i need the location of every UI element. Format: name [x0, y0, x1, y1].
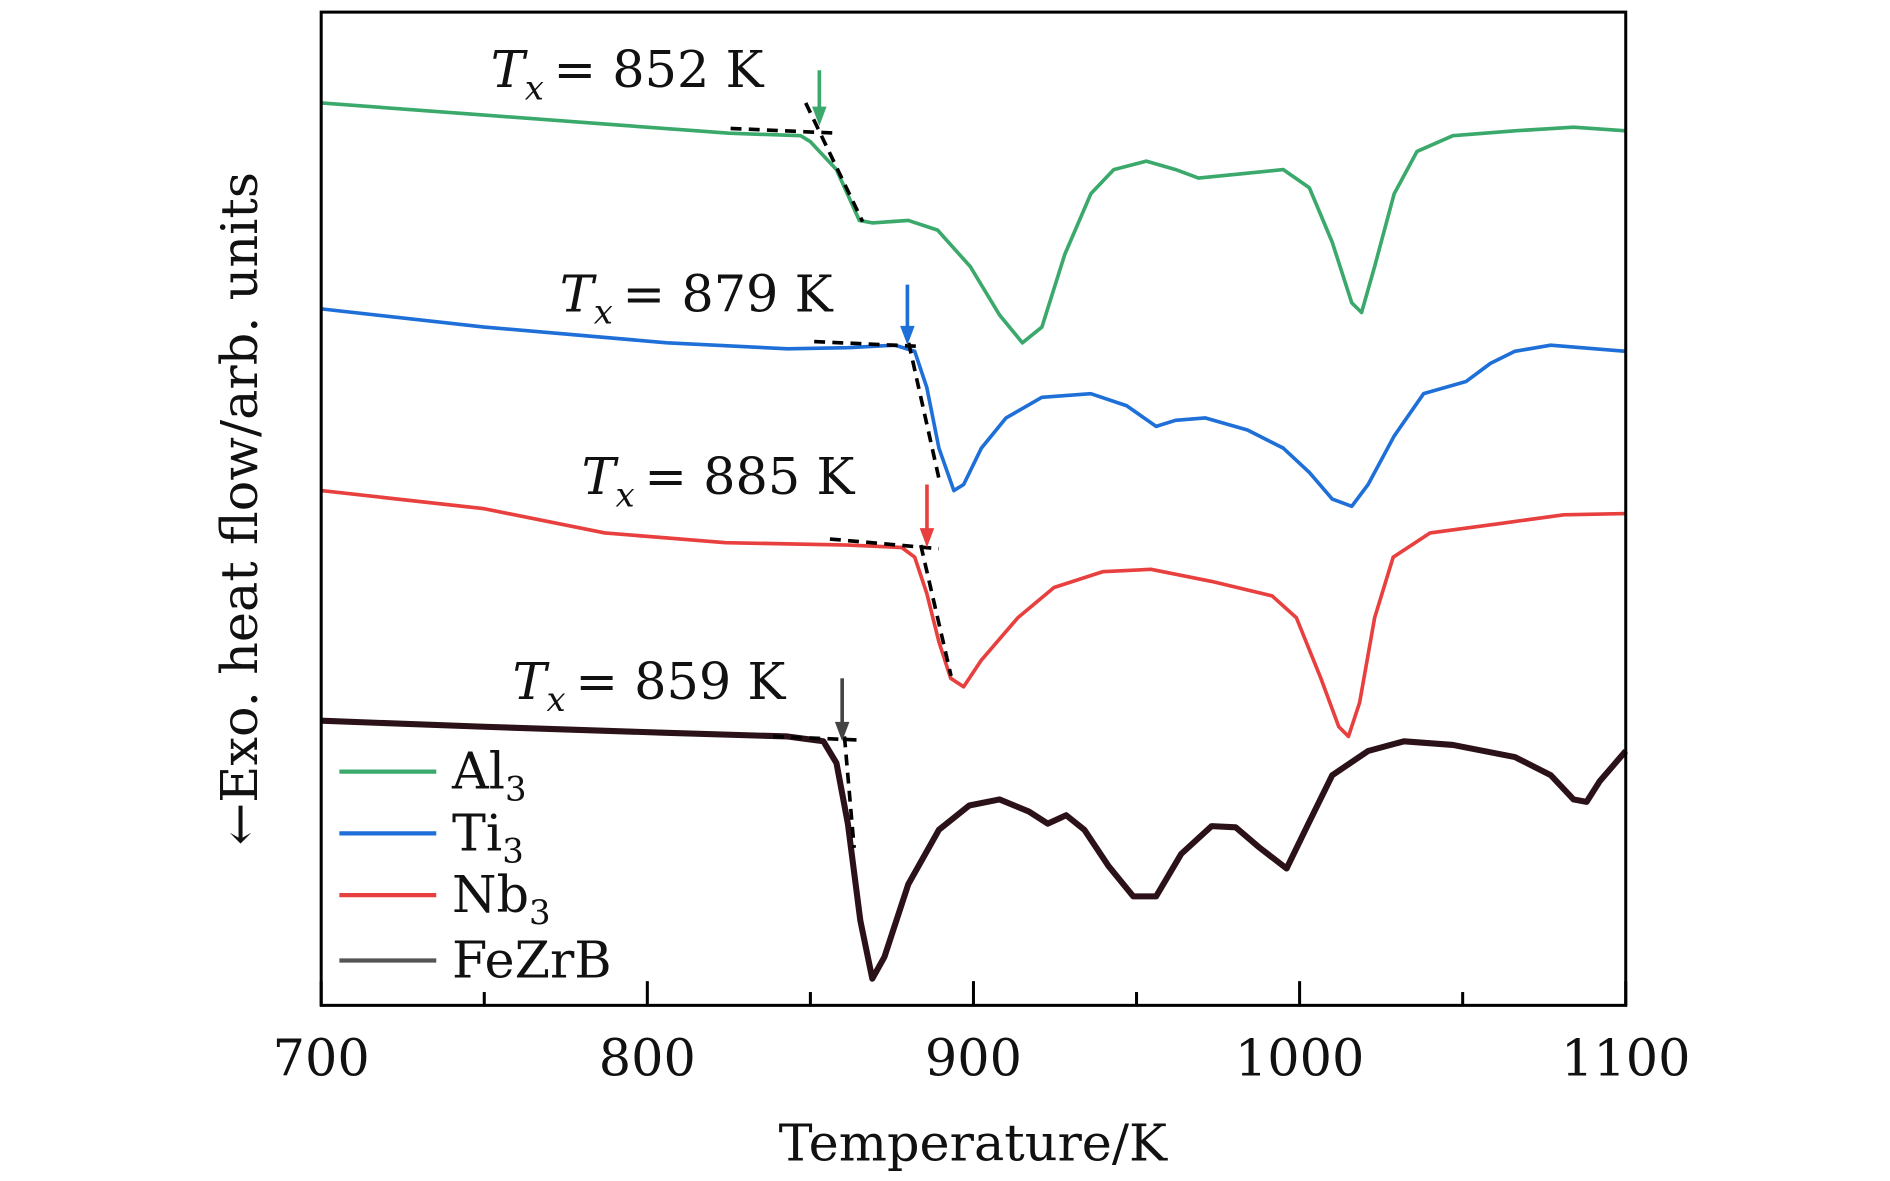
- series-line-ti: [320, 307, 1626, 509]
- legend-item-fezrb: FeZrB: [339, 931, 612, 990]
- legend-label: Al3: [451, 742, 527, 809]
- tx-label: Tx = 885 K: [582, 447, 856, 514]
- x-tick-label: 900: [925, 1029, 1022, 1088]
- curves: [320, 101, 1629, 982]
- x-tick-label: 1100: [1561, 1029, 1690, 1088]
- tx-label-value: = 885 K: [644, 447, 855, 506]
- legend-item-ti: Ti3: [339, 803, 524, 870]
- y-axis-label: ←Exo. heat flow/arb. units: [210, 172, 269, 845]
- x-axis-ticks: 700 800 900 1000 1100: [273, 981, 1690, 1088]
- onset-tangent-line: [804, 102, 865, 223]
- legend-label: Ti3: [452, 803, 524, 870]
- onset-tangent-line: [919, 544, 953, 677]
- tx-label-sub: x: [525, 68, 544, 107]
- x-tick-label: 1000: [1235, 1029, 1364, 1088]
- tx-label-value: = 879 K: [623, 264, 834, 323]
- tangent-lines: [730, 102, 953, 849]
- legend-label-sub: 3: [502, 831, 524, 870]
- tx-label-value: = 852 K: [554, 40, 765, 99]
- tx-label-sub: x: [594, 292, 613, 331]
- series-line-nb: [320, 488, 1626, 739]
- tx-arrow-head-icon: [900, 325, 915, 346]
- legend-label-name: Al: [451, 742, 505, 801]
- tx-label-sub: x: [547, 680, 566, 719]
- legend-label: FeZrB: [452, 931, 612, 990]
- tx-label-sub: x: [616, 475, 635, 514]
- tx-label-var: T: [560, 264, 598, 323]
- tx-arrow-head-icon: [812, 106, 827, 126]
- legend-item-al: Al3: [339, 742, 527, 809]
- tx-label: Tx = 859 K: [513, 652, 787, 719]
- x-tick-label: 800: [599, 1029, 696, 1088]
- tx-label-var: T: [491, 40, 529, 99]
- series-line-fezrb: [321, 717, 1629, 982]
- legend-label-sub: 3: [529, 893, 551, 932]
- tx-label-var: T: [513, 652, 551, 711]
- tx-label: Tx = 879 K: [560, 264, 834, 331]
- x-axis-label: Temperature/K: [779, 1113, 1168, 1172]
- series-line-al: [321, 101, 1626, 345]
- legend-label-name: Ti: [452, 803, 502, 862]
- annotations: Tx = 852 KTx = 879 KTx = 885 KTx = 859 K: [491, 40, 935, 742]
- tx-label-value: = 859 K: [575, 652, 786, 711]
- legend-label-name: Nb: [452, 865, 529, 924]
- tx-label: Tx = 852 K: [491, 40, 765, 107]
- tx-arrow-head-icon: [834, 721, 850, 742]
- x-tick-label: 700: [273, 1029, 370, 1088]
- tx-label-var: T: [582, 447, 620, 506]
- onset-tangent-line: [906, 342, 941, 479]
- legend-label-name: FeZrB: [452, 931, 612, 990]
- onset-tangent-line: [842, 736, 856, 849]
- legend-label-sub: 3: [505, 770, 527, 809]
- legend-label: Nb3: [452, 865, 551, 932]
- tx-arrow-head-icon: [919, 528, 935, 548]
- legend-item-nb: Nb3: [339, 865, 551, 932]
